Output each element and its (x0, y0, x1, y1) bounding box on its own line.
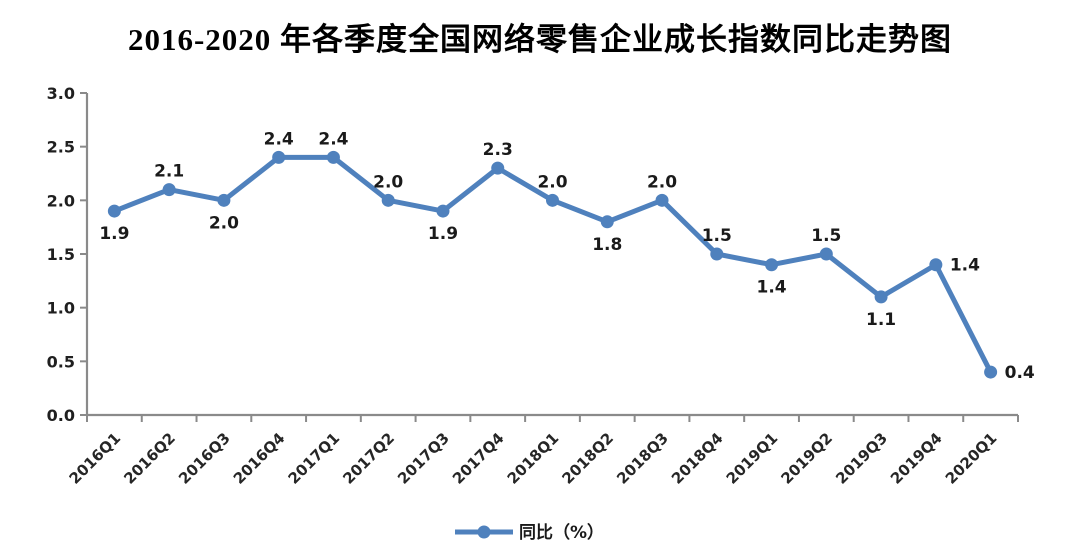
x-tick-label-2017Q1: 2017Q1 (285, 429, 344, 488)
data-label-2019Q4: 1.4 (950, 256, 980, 276)
data-label-2019Q3: 1.1 (866, 310, 896, 330)
data-point-2018Q2 (600, 215, 614, 229)
data-point-2019Q2 (819, 247, 833, 261)
x-tick-label-2017Q3: 2017Q3 (394, 429, 453, 488)
data-point-2017Q3 (436, 204, 450, 218)
legend-point-marker (477, 525, 491, 539)
x-tick-label-2018Q2: 2018Q2 (558, 429, 617, 488)
data-point-2016Q4 (272, 150, 286, 164)
data-label-2019Q1: 1.4 (756, 278, 786, 298)
data-point-2019Q3 (874, 290, 888, 304)
data-label-2017Q2: 2.0 (373, 172, 403, 192)
data-label-2016Q4: 2.4 (264, 129, 294, 149)
chart-title: 2016-2020 年各季度全国网络零售企业成长指数同比走势图 (127, 22, 953, 57)
y-tick-label: 0.0 (47, 406, 75, 425)
data-point-2016Q1 (107, 204, 121, 218)
data-label-2016Q3: 2.0 (209, 213, 239, 233)
y-tick-label: 0.5 (47, 352, 75, 371)
line-chart-canvas: 0.00.51.01.52.02.53.02016Q12016Q22016Q32… (47, 84, 1035, 543)
y-tick-label: 2.5 (47, 138, 75, 157)
x-tick-label-2016Q4: 2016Q4 (230, 429, 289, 488)
x-tick-label-2019Q2: 2019Q2 (778, 429, 837, 488)
x-tick-label-2016Q1: 2016Q1 (66, 429, 125, 488)
data-label-2017Q4: 2.3 (483, 140, 513, 160)
x-tick-label-2016Q2: 2016Q2 (120, 429, 179, 488)
data-label-2018Q2: 1.8 (592, 235, 622, 255)
y-tick-label: 1.0 (47, 299, 75, 318)
data-label-2016Q1: 1.9 (99, 224, 129, 244)
data-point-2018Q4 (710, 247, 724, 261)
data-point-2016Q3 (217, 193, 231, 207)
data-point-2017Q1 (326, 150, 340, 164)
data-label-2018Q3: 2.0 (647, 172, 677, 192)
data-point-2016Q2 (162, 183, 176, 197)
legend: 同比（%） (455, 522, 604, 543)
x-tick-label-2016Q3: 2016Q3 (175, 429, 234, 488)
x-tick-label-2020Q1: 2020Q1 (942, 429, 1001, 488)
x-tick-label-2019Q1: 2019Q1 (723, 429, 782, 488)
x-tick-label-2019Q3: 2019Q3 (832, 429, 891, 488)
data-label-2020Q1: 0.4 (1005, 363, 1035, 383)
data-label-2016Q2: 2.1 (154, 162, 184, 182)
x-tick-label-2017Q4: 2017Q4 (449, 429, 508, 488)
data-label-2017Q3: 1.9 (428, 224, 458, 244)
legend-label: 同比（%） (519, 522, 604, 543)
series-同比（%）: 1.9 2.1 2.0 2.4 2.4 2.0 1.9 2.3 2.0 1.8 2.0 1.5 1.4 1… (99, 129, 1035, 383)
data-point-2017Q2 (381, 193, 395, 207)
data-point-2018Q1 (546, 193, 559, 207)
data-label-2017Q1: 2.4 (318, 129, 348, 149)
data-point-2018Q3 (655, 193, 669, 207)
data-label-2018Q4: 1.5 (702, 226, 732, 246)
x-tick-label-2019Q4: 2019Q4 (887, 429, 946, 488)
axes: 0.00.51.01.52.02.53.02016Q12016Q22016Q32… (47, 84, 1019, 488)
y-tick-label: 2.0 (47, 191, 75, 210)
x-tick-label-2018Q1: 2018Q1 (504, 429, 563, 488)
data-point-2019Q4 (929, 258, 943, 272)
x-tick-label-2018Q4: 2018Q4 (668, 429, 727, 488)
data-point-2017Q4 (491, 161, 505, 175)
data-label-2019Q2: 1.5 (811, 226, 841, 246)
data-label-2018Q1: 2.0 (537, 172, 567, 192)
y-tick-label: 3.0 (47, 84, 75, 103)
data-point-2020Q1 (984, 365, 998, 379)
x-tick-label-2017Q2: 2017Q2 (339, 429, 398, 488)
x-tick-label-2018Q3: 2018Q3 (613, 429, 672, 488)
y-tick-label: 1.5 (47, 245, 75, 264)
data-point-2019Q1 (765, 258, 779, 272)
